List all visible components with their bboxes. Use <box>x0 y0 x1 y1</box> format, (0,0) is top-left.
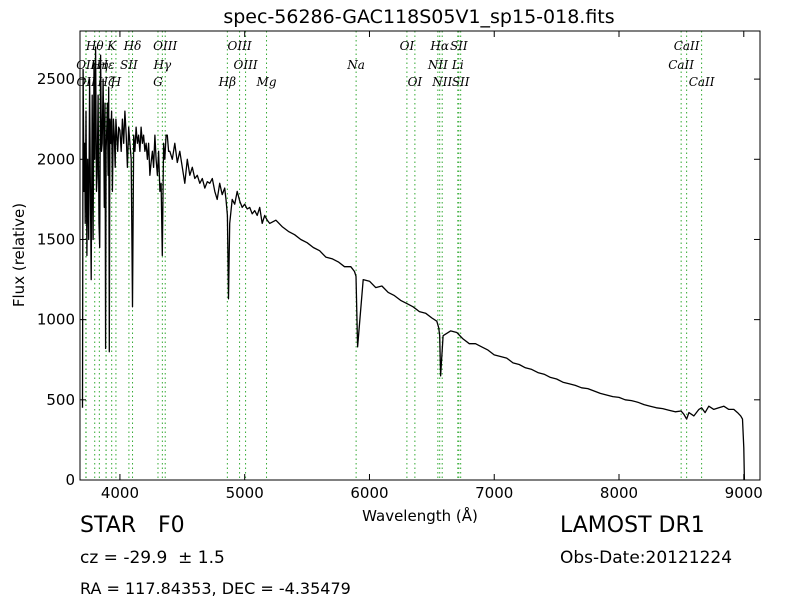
line-label: NII <box>431 75 452 89</box>
redshift-cz: cz = -29.9 ± 1.5 <box>80 548 225 568</box>
y-tick-label: 1000 <box>37 311 75 329</box>
spectrum-series <box>81 46 746 481</box>
line-label: Hε <box>97 58 115 72</box>
y-tick-label: 500 <box>46 391 75 409</box>
x-tick-label: 6000 <box>350 484 388 502</box>
x-tick-label: 4000 <box>101 484 139 502</box>
line-label: K <box>106 39 117 53</box>
plot-frame <box>79 30 761 481</box>
class-label: STAR <box>80 513 137 538</box>
object-class: STAR F0 <box>80 513 185 538</box>
line-label: SII <box>120 58 138 72</box>
line-label: NII <box>427 58 448 72</box>
line-label: G <box>153 75 163 89</box>
x-tick-label: 5000 <box>226 484 264 502</box>
coordinates: RA = 117.84353, DEC = -4.35479 <box>80 579 351 598</box>
line-label: OII <box>76 58 96 72</box>
x-tick-label: 9000 <box>725 484 763 502</box>
y-tick-label: 0 <box>65 471 75 489</box>
y-tick-label: 1500 <box>37 230 75 248</box>
chart-title: spec-56286-GAC118S05V1_sp15-018.fits <box>223 6 614 28</box>
line-label: OIII <box>153 39 177 53</box>
x-axis: 4000 5000 6000 7000 8000 9000 <box>101 31 763 502</box>
line-label: Hβ <box>218 75 236 89</box>
x-tick-label: 7000 <box>475 484 513 502</box>
observation-date: Obs-Date:20121224 <box>560 548 733 568</box>
line-label: OIII <box>228 39 252 53</box>
line-label: Li <box>451 58 464 72</box>
line-label: SII <box>452 75 470 89</box>
x-tick-label: 8000 <box>600 484 638 502</box>
x-axis-label: Wavelength (Å) <box>362 506 478 525</box>
line-label: Na <box>346 58 365 72</box>
line-label: OI <box>400 39 415 53</box>
line-label: Hγ <box>153 58 172 72</box>
spectral-line-markers <box>85 31 703 480</box>
line-label: CaII <box>668 58 694 72</box>
line-label: Hδ <box>123 39 142 53</box>
line-label: CaII <box>689 75 715 89</box>
line-label: Mg <box>256 75 277 89</box>
y-tick-label: 2500 <box>37 70 75 88</box>
line-label: OIII <box>234 58 258 72</box>
line-label: OII <box>76 75 96 89</box>
subclass-label: F0 <box>158 513 185 538</box>
line-label: CaII <box>674 39 700 53</box>
y-axis-label: Flux (relative) <box>10 203 28 307</box>
line-label: H <box>110 75 122 89</box>
line-label: Hθ <box>85 39 104 53</box>
survey-name: LAMOST DR1 <box>560 513 705 538</box>
line-label: SII <box>450 39 468 53</box>
y-tick-label: 2000 <box>37 150 75 168</box>
y-axis: 0 500 1000 1500 2000 2500 <box>37 70 760 489</box>
line-label: OI <box>408 75 423 89</box>
line-label: Hα <box>429 39 449 53</box>
spectrum-line <box>81 46 746 481</box>
